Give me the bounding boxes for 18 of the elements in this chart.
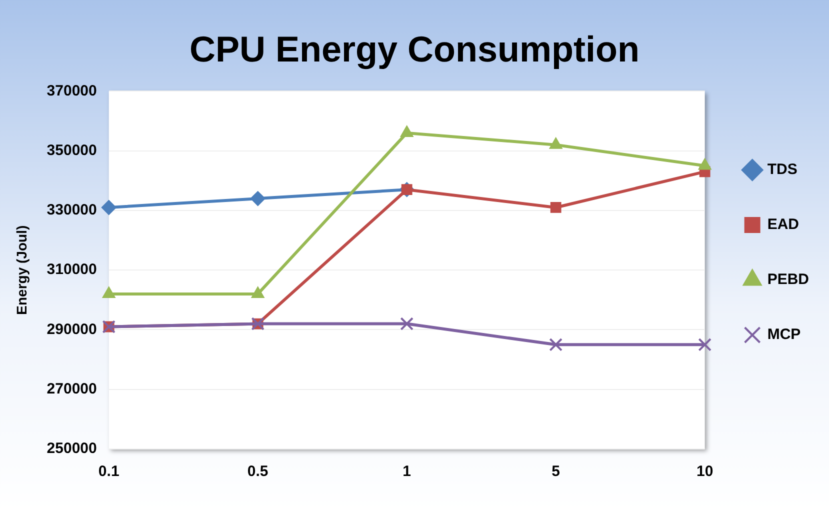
chart-title: CPU Energy Consumption [189, 28, 640, 70]
x-tick-label: 5 [552, 463, 560, 480]
y-axis-title: Energy (Joul) [13, 225, 30, 315]
legend-label: MCP [767, 326, 801, 344]
x-tick-label: 0.1 [98, 463, 120, 480]
y-tick-label: 290000 [46, 320, 97, 338]
y-tick-label: 370000 [46, 82, 97, 100]
y-tick-label: 250000 [46, 440, 97, 458]
legend-label: PEBD [767, 271, 810, 288]
x-tick-label: 10 [696, 463, 714, 480]
y-tick-label: 330000 [46, 202, 97, 219]
y-tick-label: 270000 [46, 380, 97, 398]
x-tick-label: 1 [402, 463, 412, 480]
x-tick-label: 0.5 [247, 463, 268, 480]
legend-label: EAD [767, 216, 800, 234]
y-tick-label: 350000 [46, 142, 97, 159]
legend-label: TDS [767, 161, 798, 178]
y-tick-label: 310000 [46, 261, 97, 278]
